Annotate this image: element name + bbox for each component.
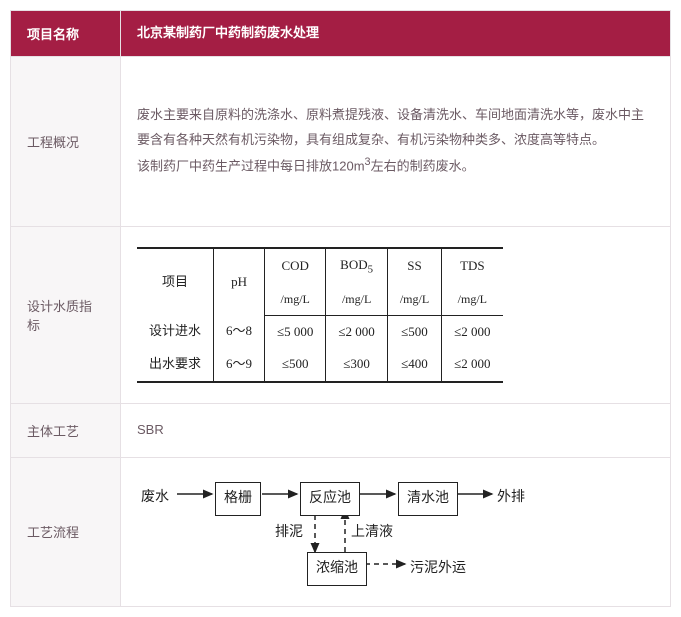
wq-content: 项目 pH COD BOD5 SS TDS /mg/L /mg/L /mg/L …: [121, 226, 671, 403]
wq-col-bod: BOD5: [326, 248, 387, 284]
flow-node-clear: 清水池: [398, 482, 458, 517]
flow-row: 工艺流程: [11, 457, 671, 606]
wq-in-3: ≤500: [387, 315, 441, 348]
wq-unit-bod: /mg/L: [326, 284, 387, 315]
flow-node-sludge-out: 污泥外运: [410, 556, 466, 583]
header-label: 项目名称: [11, 11, 121, 57]
overview-text1: 废水主要来自原料的洗涤水、原料煮提残液、设备清洗水、车间地面清洗水等，废水中主要…: [137, 103, 654, 152]
wq-in-label: 设计进水: [137, 315, 214, 348]
overview-text2: 该制药厂中药生产过程中每日排放120m3左右的制药废水。: [137, 152, 654, 179]
flow-node-react: 反应池: [300, 482, 360, 517]
wq-in-1: ≤5 000: [265, 315, 326, 348]
wq-out-label: 出水要求: [137, 348, 214, 382]
wq-col-ph: pH: [214, 248, 265, 315]
flow-content: 废水 格栅 反应池 清水池 外排 浓缩池 污泥外运 排泥 上清液: [121, 457, 671, 606]
wq-label: 设计水质指标: [11, 226, 121, 403]
overview-label: 工程概况: [11, 56, 121, 226]
overview-content: 废水主要来自原料的洗涤水、原料煮提残液、设备清洗水、车间地面清洗水等，废水中主要…: [121, 56, 671, 226]
wq-unit-ss: /mg/L: [387, 284, 441, 315]
flow-label: 工艺流程: [11, 457, 121, 606]
wq-out-0: 6～9: [214, 348, 265, 382]
main-process-row: 主体工艺 SBR: [11, 404, 671, 458]
wq-row-in: 设计进水 6～8 ≤5 000 ≤2 000 ≤500 ≤2 000: [137, 315, 503, 348]
main-process-value: SBR: [121, 404, 671, 458]
wq-col-item: 项目: [137, 248, 214, 315]
wq-in-0: 6～8: [214, 315, 265, 348]
flow-node-waste: 废水: [141, 485, 169, 512]
wq-col-ss: SS: [387, 248, 441, 284]
wq-table: 项目 pH COD BOD5 SS TDS /mg/L /mg/L /mg/L …: [137, 247, 503, 383]
wq-out-1: ≤500: [265, 348, 326, 382]
flow-node-drain: 外排: [497, 485, 525, 512]
wq-col-tds: TDS: [442, 248, 503, 284]
flow-node-conc: 浓缩池: [307, 552, 367, 587]
wq-row: 设计水质指标 项目 pH COD BOD5 SS TDS /mg/L /mg/L…: [11, 226, 671, 403]
wq-in-2: ≤2 000: [326, 315, 387, 348]
flow-text-sludge: 排泥: [275, 520, 303, 547]
wq-unit-cod: /mg/L: [265, 284, 326, 315]
header-value: 北京某制药厂中药制药废水处理: [121, 11, 671, 57]
wq-col-cod: COD: [265, 248, 326, 284]
main-process-label: 主体工艺: [11, 404, 121, 458]
flow-diagram: 废水 格栅 反应池 清水池 外排 浓缩池 污泥外运 排泥 上清液: [137, 472, 567, 592]
wq-row-out: 出水要求 6～9 ≤500 ≤300 ≤400 ≤2 000: [137, 348, 503, 382]
wq-out-4: ≤2 000: [442, 348, 503, 382]
header-row: 项目名称 北京某制药厂中药制药废水处理: [11, 11, 671, 57]
flow-node-screen: 格栅: [215, 482, 261, 517]
wq-out-2: ≤300: [326, 348, 387, 382]
wq-out-3: ≤400: [387, 348, 441, 382]
wq-in-4: ≤2 000: [442, 315, 503, 348]
info-table: 项目名称 北京某制药厂中药制药废水处理 工程概况 废水主要来自原料的洗涤水、原料…: [10, 10, 671, 607]
wq-head-1: 项目 pH COD BOD5 SS TDS: [137, 248, 503, 284]
wq-unit-tds: /mg/L: [442, 284, 503, 315]
flow-text-super: 上清液: [351, 520, 393, 547]
overview-row: 工程概况 废水主要来自原料的洗涤水、原料煮提残液、设备清洗水、车间地面清洗水等，…: [11, 56, 671, 226]
